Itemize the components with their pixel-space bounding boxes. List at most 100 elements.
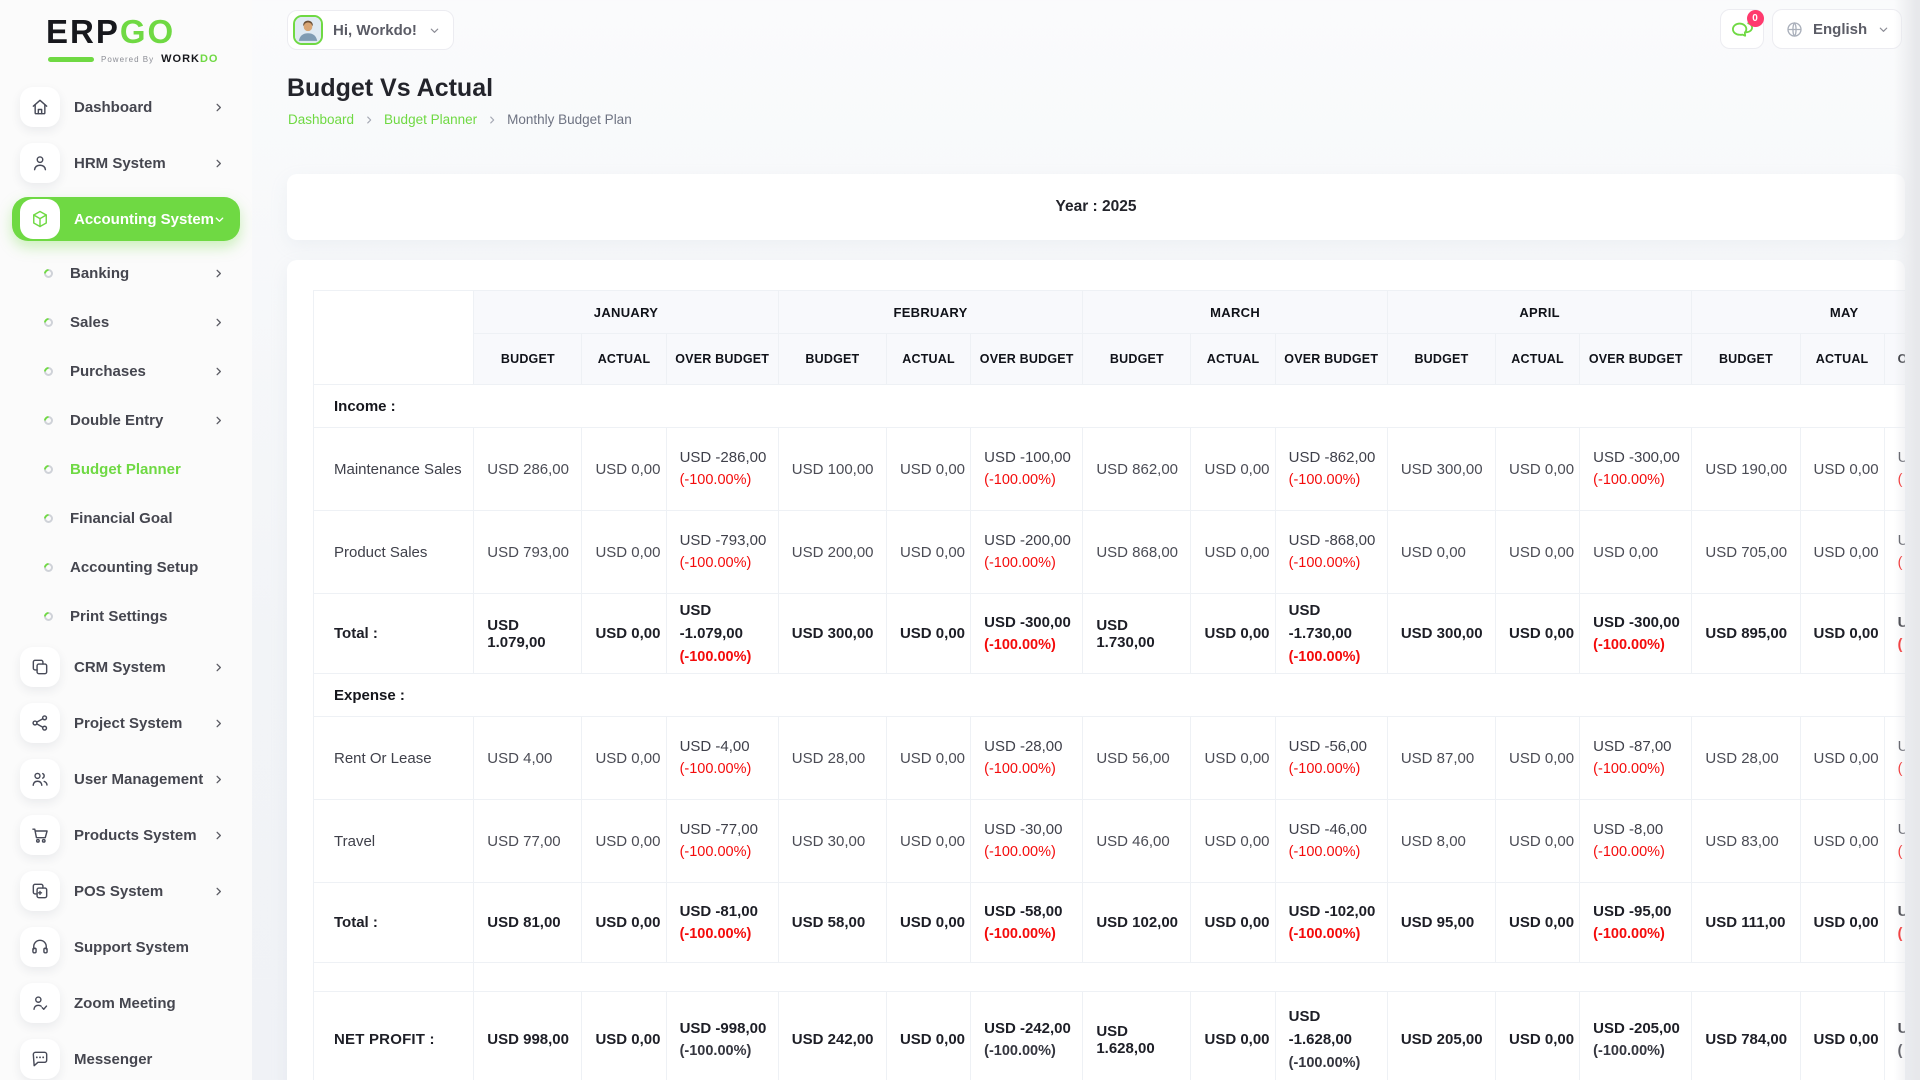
sidebar-item-accounting-setup[interactable]: Accounting Setup [12, 547, 240, 587]
over-budget-cell: USD -28,00 (-100.00%) [970, 716, 1084, 800]
budget-cell: USD 784,00 [1691, 991, 1801, 1080]
year-card: Year : 2025 [287, 174, 1905, 240]
month-header-february: FEBRUARY [777, 290, 1084, 334]
actual-cell: USD 0,00 [1190, 510, 1276, 594]
budget-cell: USD 300,00 [777, 593, 887, 674]
crm-icon [20, 647, 60, 687]
sidebar-item-products-system[interactable]: Products System [12, 813, 240, 857]
row-label: Product Sales [313, 510, 475, 594]
row-label: Travel [313, 799, 475, 883]
sidebar-item-sales[interactable]: Sales [12, 302, 240, 342]
home-icon [20, 87, 60, 127]
sidebar-item-project-system[interactable]: Project System [12, 701, 240, 745]
bullet-icon [42, 266, 55, 280]
section-row-expense: Expense : [313, 673, 1905, 717]
share-icon [20, 703, 60, 743]
budget-cell: USD 705,00 [1691, 510, 1801, 594]
actual-cell: USD 0,00 [581, 991, 667, 1080]
row-label: Total : [313, 593, 475, 674]
chevron-right-icon [213, 366, 224, 377]
over-budget-cell: USD -1.628,00 (-100.00%) [1274, 991, 1388, 1080]
column-header-budget: BUDGET [1082, 333, 1192, 385]
greeting-label: Hi, Workdo! [333, 21, 417, 39]
budget-cell: USD 8,00 [1386, 799, 1497, 883]
budget-cell: USD 862,00 [1082, 427, 1192, 511]
row-label: Total : [313, 882, 475, 963]
sidebar-item-pos-system[interactable]: POS System [12, 869, 240, 913]
cube-icon [20, 199, 60, 239]
over-budget-cell: USD -300,00 (-100.00%) [1579, 427, 1693, 511]
budget-cell: USD 81,00 [473, 882, 583, 963]
sidebar-item-label: Sales [70, 313, 110, 331]
over-budget-cell: USD -286,00 (-100.00%) [665, 427, 779, 511]
row-label: Rent Or Lease [313, 716, 475, 800]
budget-cell: USD 300,00 [1386, 593, 1497, 674]
sidebar-item-label: Financial Goal [70, 509, 173, 527]
user-icon [20, 143, 60, 183]
language-label: English [1813, 20, 1868, 38]
sidebar-item-dashboard[interactable]: Dashboard [12, 85, 240, 129]
table-row-total: Total : USD 81,00 USD 0,00 USD -81,00 (-100.… [313, 882, 1905, 963]
budget-cell: USD 1.628,00 [1082, 991, 1192, 1080]
actual-cell: USD 0,00 [1495, 882, 1581, 963]
sidebar-item-financial-goal[interactable]: Financial Goal [12, 498, 240, 538]
sidebar-item-budget-planner[interactable]: Budget Planner [12, 449, 240, 489]
column-header-actual: ACTUAL [1190, 333, 1276, 385]
month-header-march: MARCH [1082, 290, 1388, 334]
over-budget-cell: USD -300,00 (-100.00%) [970, 593, 1084, 674]
breadcrumb-budget-planner[interactable]: Budget Planner [384, 112, 478, 127]
sidebar-item-purchases[interactable]: Purchases [12, 351, 240, 391]
sidebar-item-accounting-system[interactable]: Accounting System [12, 197, 240, 241]
budget-cell: USD 1.730,00 [1082, 593, 1192, 674]
month-header-may: MAY [1691, 290, 1905, 334]
brand-workdo: WORKDO [161, 53, 219, 65]
year-heading: Year : 2025 [1055, 198, 1137, 215]
chat-icon [20, 1039, 60, 1079]
sidebar-item-messenger[interactable]: Messenger [12, 1037, 240, 1080]
over-budget-cell: U( [1883, 427, 1905, 511]
notifications-button[interactable]: 0 [1720, 9, 1764, 49]
profile-menu-button[interactable]: Hi, Workdo! [287, 10, 454, 50]
sidebar-item-banking[interactable]: Banking [12, 253, 240, 293]
actual-cell: USD 0,00 [1495, 991, 1581, 1080]
over-budget-cell: USD 0,00 [1579, 510, 1693, 594]
chevron-right-icon [213, 830, 224, 841]
actual-cell: USD 0,00 [581, 593, 667, 674]
budget-cell: USD 77,00 [473, 799, 583, 883]
column-header-actual: ACTUAL [1495, 333, 1581, 385]
actual-cell: USD 0,00 [1799, 510, 1885, 594]
chevron-right-icon [213, 317, 224, 328]
over-budget-cell: USD -100,00 (-100.00%) [970, 427, 1084, 511]
breadcrumb-dashboard[interactable]: Dashboard [288, 112, 355, 127]
actual-cell: USD 0,00 [885, 716, 972, 800]
budget-cell: USD 190,00 [1691, 427, 1801, 511]
column-header-budget: BUDGET [1691, 333, 1801, 385]
budget-table-card: JANUARY FEBRUARY MARCH APRIL MAY BUDGET ACTUAL… [287, 260, 1905, 1080]
sidebar-item-double-entry[interactable]: Double Entry [12, 400, 240, 440]
brand-logo[interactable]: ERPGO Powered By WORKDO [0, 0, 252, 66]
sidebar-item-label: Banking [70, 264, 130, 282]
language-selector[interactable]: English [1772, 9, 1903, 49]
sidebar-item-hrm-system[interactable]: HRM System [12, 141, 240, 185]
brand-name: ERPGO [46, 13, 176, 50]
budget-cell: USD 87,00 [1386, 716, 1497, 800]
sidebar-item-crm-system[interactable]: CRM System [12, 645, 240, 689]
page-title: Budget Vs Actual [287, 74, 494, 102]
over-budget-cell: U( [1883, 882, 1905, 963]
actual-cell: USD 0,00 [1799, 991, 1885, 1080]
sidebar-item-zoom-meeting[interactable]: Zoom Meeting [12, 981, 240, 1025]
budget-cell: USD 998,00 [473, 991, 583, 1080]
bullet-icon [42, 364, 55, 378]
chevron-right-icon [213, 718, 224, 729]
budget-cell: USD 4,00 [473, 716, 583, 800]
over-budget-cell: USD -46,00 (-100.00%) [1274, 799, 1388, 883]
budget-table-scroll[interactable]: JANUARY FEBRUARY MARCH APRIL MAY BUDGET ACTUAL… [313, 290, 1905, 1080]
month-header-april: APRIL [1386, 290, 1693, 334]
table-row-product-sales: Product Sales USD 793,00 USD 0,00 USD -793,… [313, 510, 1905, 594]
over-budget-cell: USD -1.730,00 (-100.00%) [1274, 593, 1388, 674]
sidebar-item-user-management[interactable]: User Management [12, 757, 240, 801]
sidebar-item-print-settings[interactable]: Print Settings [12, 596, 240, 636]
sidebar-item-support-system[interactable]: Support System [12, 925, 240, 969]
bullet-icon [42, 462, 55, 476]
actual-cell: USD 0,00 [581, 799, 667, 883]
